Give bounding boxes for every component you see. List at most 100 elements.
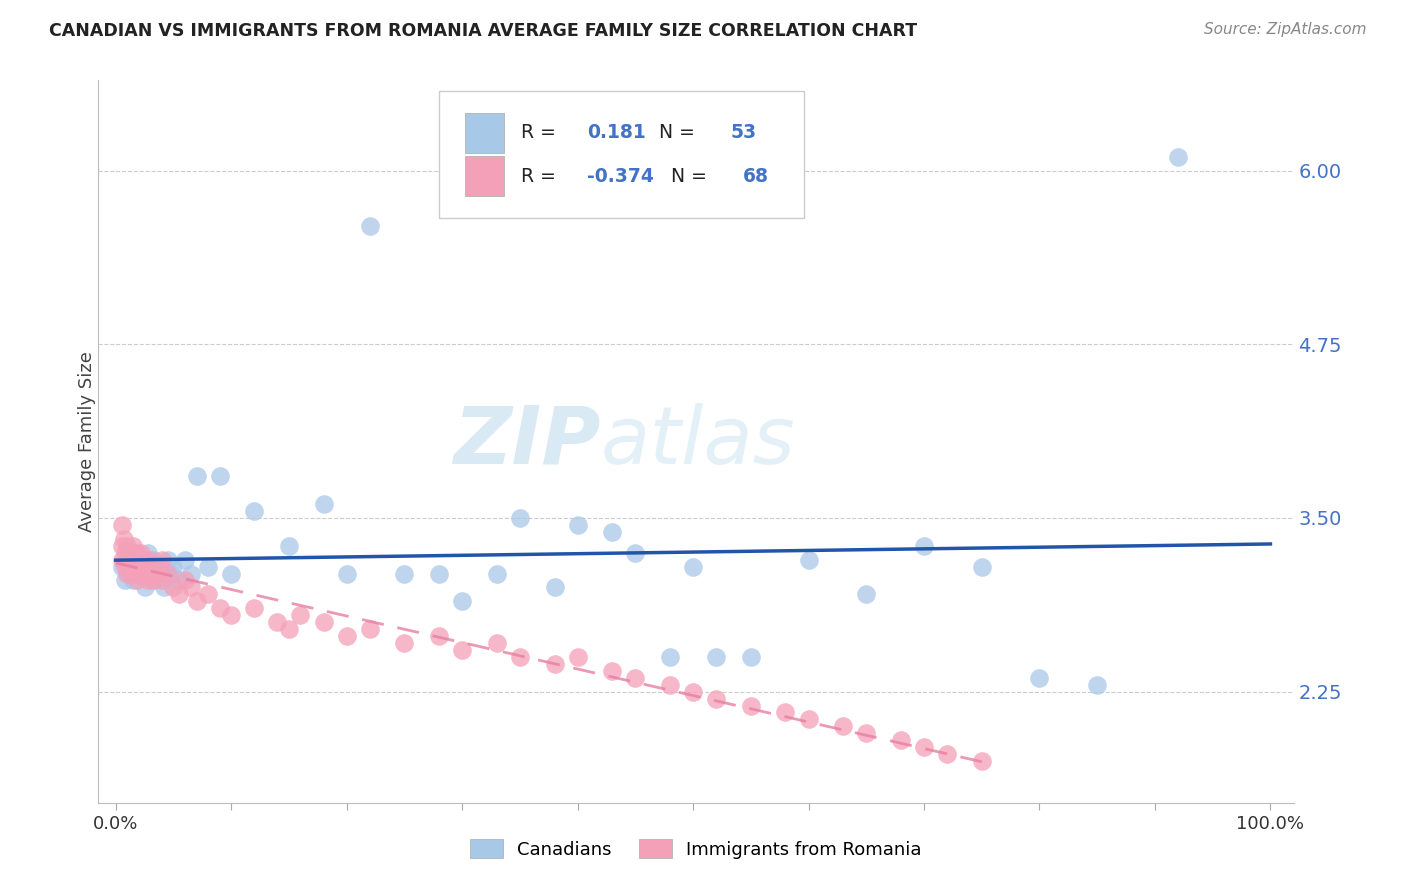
Point	[134, 552, 156, 566]
Point	[243, 504, 266, 518]
Point	[208, 601, 231, 615]
Point	[567, 649, 589, 664]
Point	[142, 552, 165, 566]
Point	[427, 629, 450, 643]
Point	[156, 552, 179, 566]
Point	[278, 539, 301, 553]
Point	[1028, 671, 1050, 685]
Text: 0.181: 0.181	[588, 123, 645, 142]
Point	[278, 622, 301, 636]
Text: ZIP: ZIP	[453, 402, 600, 481]
Point	[219, 566, 242, 581]
Point	[134, 566, 156, 581]
Point	[451, 594, 474, 608]
Text: N =: N =	[647, 123, 700, 142]
Point	[509, 649, 531, 664]
Point	[243, 601, 266, 615]
Point	[118, 546, 141, 560]
Point	[110, 539, 132, 553]
Point	[197, 587, 219, 601]
Point	[122, 539, 145, 553]
Point	[167, 587, 190, 601]
Point	[174, 552, 197, 566]
Point	[180, 566, 202, 581]
Point	[186, 594, 208, 608]
Point	[890, 733, 912, 747]
Point	[149, 559, 172, 574]
Point	[775, 706, 797, 720]
Point	[136, 546, 159, 560]
Point	[509, 511, 531, 525]
Point	[125, 574, 148, 588]
Point	[134, 581, 156, 595]
Point	[118, 566, 141, 581]
Point	[740, 649, 762, 664]
Point	[145, 574, 167, 588]
Text: Source: ZipAtlas.com: Source: ZipAtlas.com	[1204, 22, 1367, 37]
Legend: Canadians, Immigrants from Romania: Canadians, Immigrants from Romania	[471, 839, 921, 859]
Point	[359, 622, 381, 636]
Point	[970, 754, 993, 768]
Point	[312, 615, 335, 630]
Point	[797, 713, 820, 727]
Text: 68: 68	[742, 167, 769, 186]
Point	[208, 469, 231, 483]
Point	[704, 691, 727, 706]
Point	[117, 539, 139, 553]
Point	[659, 678, 682, 692]
Point	[150, 552, 173, 566]
Point	[118, 559, 141, 574]
Point	[110, 517, 132, 532]
Point	[114, 574, 136, 588]
Point	[394, 636, 416, 650]
Point	[162, 581, 184, 595]
Point	[122, 566, 145, 581]
Point	[624, 671, 647, 685]
Point	[427, 566, 450, 581]
Point	[394, 566, 416, 581]
Point	[740, 698, 762, 713]
Point	[112, 532, 135, 546]
Point	[117, 566, 139, 581]
Text: -0.374: -0.374	[588, 167, 654, 186]
Text: 53: 53	[731, 123, 756, 142]
Point	[485, 636, 508, 650]
Point	[117, 552, 139, 566]
Point	[136, 559, 159, 574]
Bar	[465, 112, 503, 153]
Point	[156, 566, 179, 581]
Text: CANADIAN VS IMMIGRANTS FROM ROMANIA AVERAGE FAMILY SIZE CORRELATION CHART: CANADIAN VS IMMIGRANTS FROM ROMANIA AVER…	[49, 22, 917, 40]
Point	[704, 649, 727, 664]
Point	[197, 559, 219, 574]
Point	[110, 559, 132, 574]
Point	[359, 219, 381, 234]
Point	[122, 546, 145, 560]
Point	[174, 574, 197, 588]
Point	[543, 657, 565, 671]
Point	[186, 469, 208, 483]
Point	[128, 566, 150, 581]
Point	[128, 566, 150, 581]
Point	[129, 546, 152, 560]
Point	[312, 497, 335, 511]
Text: R =: R =	[522, 123, 562, 142]
Point	[110, 552, 132, 566]
Point	[139, 566, 162, 581]
Point	[139, 566, 162, 581]
Point	[336, 566, 359, 581]
Point	[114, 546, 136, 560]
Point	[682, 684, 704, 698]
Point	[122, 574, 145, 588]
Point	[145, 566, 167, 581]
Point	[150, 566, 173, 581]
Point	[832, 719, 855, 733]
Point	[1167, 150, 1189, 164]
FancyBboxPatch shape	[439, 91, 804, 218]
Point	[153, 581, 176, 595]
Point	[451, 643, 474, 657]
Point	[167, 574, 190, 588]
Point	[120, 552, 142, 566]
Text: N =: N =	[659, 167, 713, 186]
Point	[142, 574, 165, 588]
Point	[682, 559, 704, 574]
